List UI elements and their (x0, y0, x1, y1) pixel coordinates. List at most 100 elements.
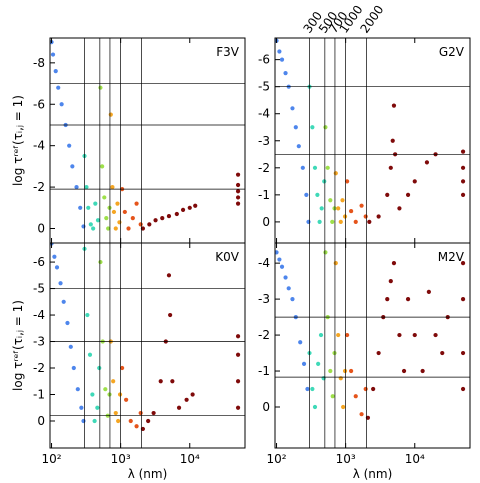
point (116, 418, 121, 424)
point (460, 350, 466, 356)
point (180, 207, 186, 212)
point (81, 418, 86, 424)
point (385, 192, 390, 197)
y-tick-label: -1 (258, 188, 270, 202)
point (296, 144, 301, 149)
frame (274, 242, 471, 449)
point (56, 85, 61, 90)
y-tick-label: 0 (262, 400, 270, 414)
point (128, 418, 133, 424)
point (166, 273, 172, 278)
x-tick-label: 10³ (336, 452, 356, 466)
point (365, 415, 371, 420)
point (110, 184, 115, 190)
panel-title: F3V (216, 45, 240, 59)
point (293, 125, 298, 130)
point (420, 368, 425, 374)
point (275, 250, 279, 255)
point (108, 112, 113, 117)
point (138, 222, 143, 227)
plot-area (275, 38, 466, 225)
point (85, 312, 90, 318)
point (317, 219, 322, 225)
point (134, 424, 139, 429)
point (93, 201, 98, 206)
point (122, 209, 127, 215)
x-tick-label: 10² (266, 452, 286, 466)
point (359, 203, 364, 208)
point (168, 312, 173, 318)
point (336, 206, 341, 211)
point (323, 250, 328, 255)
point (283, 71, 288, 76)
point (340, 198, 345, 203)
point (345, 179, 350, 184)
panel-title: K0V (215, 250, 240, 264)
point (391, 261, 397, 266)
point (300, 165, 305, 170)
y-tick-label: -5 (258, 80, 270, 94)
y-tick-label: -6 (258, 53, 270, 67)
point (115, 201, 120, 206)
point (332, 206, 337, 211)
frame (49, 242, 246, 449)
y-tick-label: -3 (33, 335, 45, 349)
y-tick-label: -4 (33, 139, 45, 153)
point (107, 205, 112, 210)
point (104, 216, 109, 221)
point (193, 203, 198, 208)
point (86, 205, 91, 210)
y-tick-label: 0 (37, 222, 45, 236)
point (98, 259, 103, 265)
point (460, 386, 466, 392)
point (323, 125, 328, 130)
point (333, 171, 338, 176)
y-tick-label: 0 (37, 414, 45, 428)
point (95, 405, 100, 410)
y-axis-label: log τʳᵉᶠ(τᵢ,ⱼ = 1) (11, 95, 25, 186)
y-tick-label: -1 (258, 364, 270, 378)
point (170, 379, 175, 384)
panel: -8 -6 -4 -2 0 F3V log τʳᵉᶠ(τᵢ,ⱼ = 1) (11, 37, 246, 244)
point (286, 286, 291, 291)
y-tick-label: -5 (33, 282, 45, 296)
point (50, 52, 56, 57)
plot-area (50, 40, 241, 231)
point (319, 206, 324, 211)
point (120, 365, 125, 371)
point (359, 412, 364, 417)
point (279, 264, 285, 269)
point (328, 198, 333, 203)
point (305, 386, 310, 392)
point (235, 405, 241, 410)
point (166, 213, 172, 219)
y-tick-label: -1 (33, 387, 45, 401)
panel-title: G2V (439, 45, 465, 59)
point (91, 226, 96, 231)
point (306, 219, 311, 225)
point (433, 332, 438, 338)
point (426, 289, 431, 295)
point (397, 206, 402, 211)
point (316, 361, 321, 366)
point (140, 426, 146, 432)
point (235, 172, 241, 177)
point (440, 350, 445, 356)
point (68, 344, 73, 349)
point (349, 208, 354, 214)
point (460, 179, 466, 184)
point (98, 85, 103, 90)
point (390, 138, 395, 143)
point (424, 160, 430, 165)
point (146, 418, 151, 424)
point (134, 201, 139, 206)
point (341, 404, 346, 410)
point (460, 165, 466, 170)
point (106, 226, 111, 231)
point (342, 214, 348, 219)
point (117, 392, 123, 397)
point (70, 164, 75, 169)
point (333, 261, 338, 266)
top-tick-label: 2000 (357, 3, 386, 36)
